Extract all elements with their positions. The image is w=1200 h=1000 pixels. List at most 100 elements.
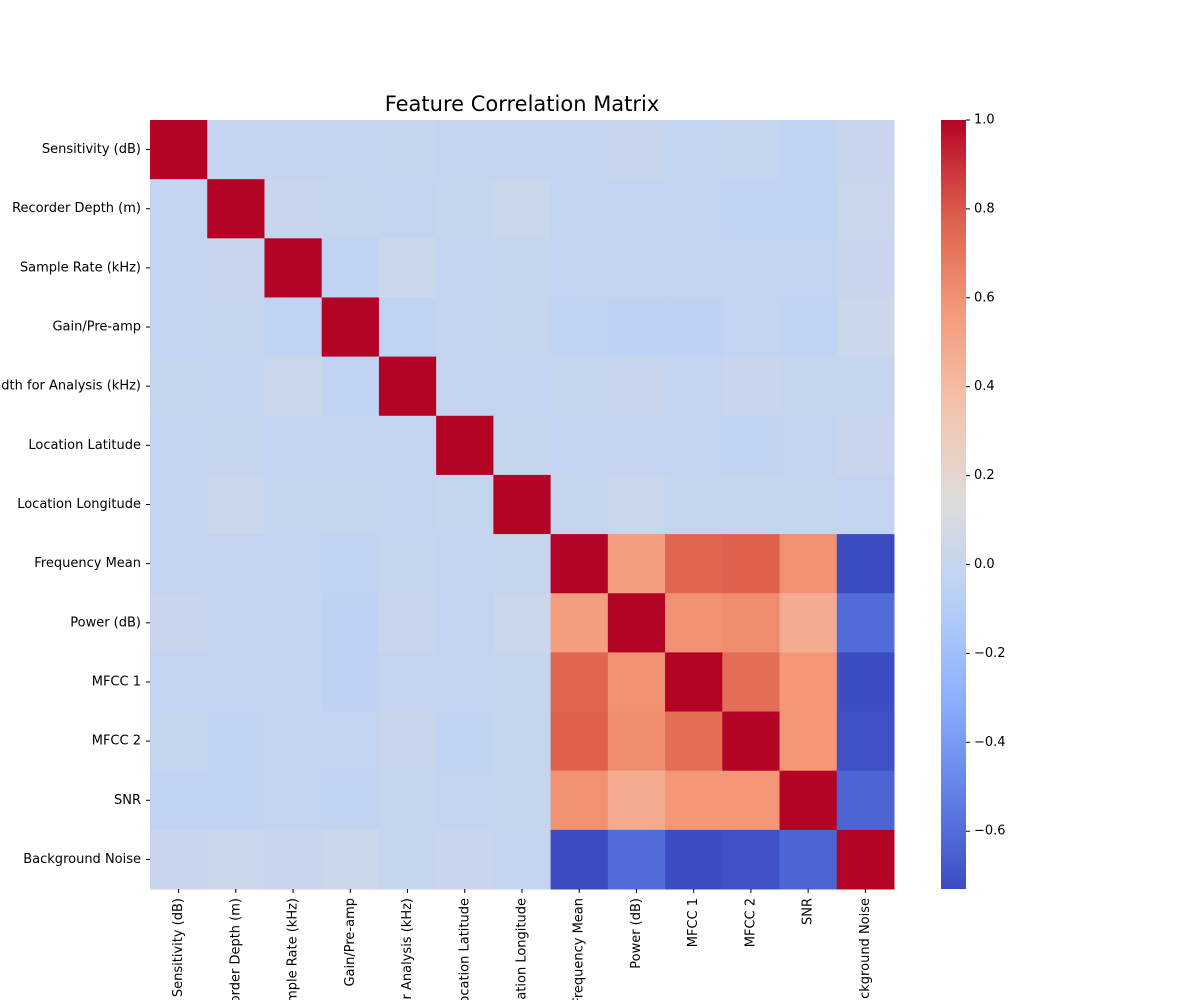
heatmap-cell <box>493 711 552 772</box>
heatmap-cell <box>550 829 609 890</box>
colorbar-tick-label: 0.6 <box>974 290 995 305</box>
heatmap-cell <box>722 652 781 713</box>
x-tick-label: Sensitivity (dB) <box>171 898 186 997</box>
y-tick-label: Recorder Depth (m) <box>12 201 141 216</box>
heatmap-cell <box>665 415 723 476</box>
heatmap-cell <box>436 297 494 358</box>
heatmap-cell <box>607 829 666 890</box>
heatmap-cell <box>150 356 208 417</box>
heatmap-cell <box>264 652 323 713</box>
heatmap-cell <box>722 711 781 772</box>
heatmap-cell <box>607 770 666 831</box>
heatmap-cell <box>207 238 265 298</box>
heatmap-cell <box>836 770 895 831</box>
heatmap-cell <box>493 179 552 239</box>
heatmap-cell <box>150 474 208 535</box>
heatmap-cell <box>836 356 895 417</box>
heatmap-cell <box>722 120 781 180</box>
heatmap-cell <box>665 652 723 713</box>
heatmap-cell <box>436 770 494 831</box>
heatmap-cell <box>436 652 494 713</box>
heatmap-cell <box>264 415 323 476</box>
heatmap-cell <box>665 711 723 772</box>
heatmap-cell <box>264 593 323 653</box>
y-tick-label: Location Latitude <box>28 438 141 453</box>
heatmap-cell <box>550 120 609 180</box>
x-tick-label: Sample Rate (kHz) <box>286 898 301 1000</box>
heatmap-cell <box>436 179 494 239</box>
heatmap-cell <box>493 415 552 476</box>
heatmap-cell <box>378 711 437 772</box>
heatmap-cell <box>607 179 666 239</box>
chart-title: Feature Correlation Matrix <box>385 92 660 116</box>
x-tick-label: Gain/Pre-amp <box>343 898 358 987</box>
heatmap-cell <box>665 770 723 831</box>
heatmap-cell <box>722 415 781 476</box>
y-tick-label: Location Longitude <box>17 497 141 512</box>
heatmap-cell <box>665 474 723 535</box>
heatmap-cell <box>264 534 323 594</box>
x-tick-label: Location Longitude <box>515 898 530 1000</box>
heatmap-cell <box>722 238 781 298</box>
heatmap-cell <box>264 179 323 239</box>
heatmap-cell <box>493 593 552 653</box>
heatmap-cell <box>150 120 208 180</box>
heatmap-cell <box>836 829 895 890</box>
heatmap-cell <box>493 120 552 180</box>
heatmap-cell <box>150 829 208 890</box>
heatmap-cell <box>550 593 609 653</box>
colorbar-tick-label: 1.0 <box>974 113 995 128</box>
heatmap-cell <box>207 179 265 239</box>
heatmap-cell <box>436 711 494 772</box>
y-tick-label: Gain/Pre-amp <box>52 320 141 335</box>
heatmap-cell <box>264 297 323 358</box>
heatmap-cell <box>207 534 265 594</box>
heatmap-cell <box>722 829 781 890</box>
colorbar-tick-label: −0.4 <box>974 735 1006 750</box>
heatmap-cell <box>264 829 323 890</box>
heatmap-cell <box>779 179 838 239</box>
heatmap-cell <box>722 770 781 831</box>
heatmap-cell <box>550 238 609 298</box>
heatmap-cell <box>493 356 552 417</box>
heatmap-cell <box>436 356 494 417</box>
y-tick-label: Sample Rate (kHz) <box>20 260 141 275</box>
heatmap-cell <box>550 474 609 535</box>
heatmap-cell <box>321 120 380 180</box>
heatmap-cell <box>150 652 208 713</box>
colorbar-tick-label: −0.2 <box>974 646 1006 661</box>
heatmap-cell <box>607 474 666 535</box>
x-tick-label: MFCC 1 <box>686 898 701 947</box>
heatmap-cell <box>207 770 265 831</box>
heatmap-cell <box>607 593 666 653</box>
heatmap-cell <box>207 474 265 535</box>
heatmap-cell <box>607 297 666 358</box>
heatmap-cell <box>665 297 723 358</box>
heatmap-cell <box>207 593 265 653</box>
heatmap-cell <box>607 356 666 417</box>
heatmap-cell <box>550 356 609 417</box>
heatmap-cell <box>378 120 437 180</box>
colorbar-tick-label: 0.0 <box>974 557 995 572</box>
heatmap-cell <box>779 297 838 358</box>
heatmap-cell <box>264 770 323 831</box>
x-tick-label: Background Noise <box>858 898 873 1000</box>
y-tick-label: Power (dB) <box>70 615 141 630</box>
x-tick-label: SNR <box>801 898 816 925</box>
heatmap-cell <box>378 829 437 890</box>
heatmap-cell <box>378 297 437 358</box>
heatmap-cell <box>779 652 838 713</box>
heatmap-cell <box>493 238 552 298</box>
y-tick-label: Sensitivity (dB) <box>42 142 141 157</box>
heatmap-cell <box>150 415 208 476</box>
heatmap-cell <box>207 356 265 417</box>
heatmap-cell <box>665 179 723 239</box>
heatmap-cell <box>150 711 208 772</box>
heatmap-cell <box>779 474 838 535</box>
heatmap-cell <box>321 415 380 476</box>
heatmap-cell <box>836 297 895 358</box>
heatmap-cell <box>665 120 723 180</box>
heatmap-cell <box>207 120 265 180</box>
colorbar-tick-label: 0.8 <box>974 201 995 216</box>
